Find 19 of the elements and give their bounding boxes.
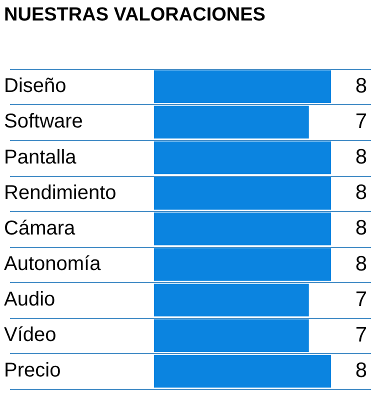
- data-label: 8: [355, 146, 367, 169]
- data-label: 7: [355, 110, 367, 133]
- y-tick-label: Diseño: [4, 75, 66, 98]
- data-label: 8: [355, 359, 367, 382]
- data-label: 7: [355, 323, 367, 346]
- y-tick-label: Cámara: [4, 217, 76, 240]
- chart-title: NUESTRAS VALORACIONES: [4, 4, 266, 26]
- y-tick-label: Precio: [4, 360, 61, 382]
- y-tick-label: Autonomía: [4, 252, 102, 275]
- y-tick-label: Vídeo: [4, 324, 56, 346]
- data-label: 8: [355, 216, 367, 240]
- data-label: 8: [355, 74, 367, 98]
- y-tick-label: Pantalla: [4, 146, 78, 168]
- y-tick-label: Audio: [4, 288, 56, 311]
- data-label: 8: [355, 181, 367, 204]
- y-tick-label: Rendimiento: [4, 182, 116, 204]
- data-label: 7: [355, 288, 367, 311]
- data-label: 8: [355, 252, 367, 276]
- y-tick-label: Software: [4, 110, 83, 133]
